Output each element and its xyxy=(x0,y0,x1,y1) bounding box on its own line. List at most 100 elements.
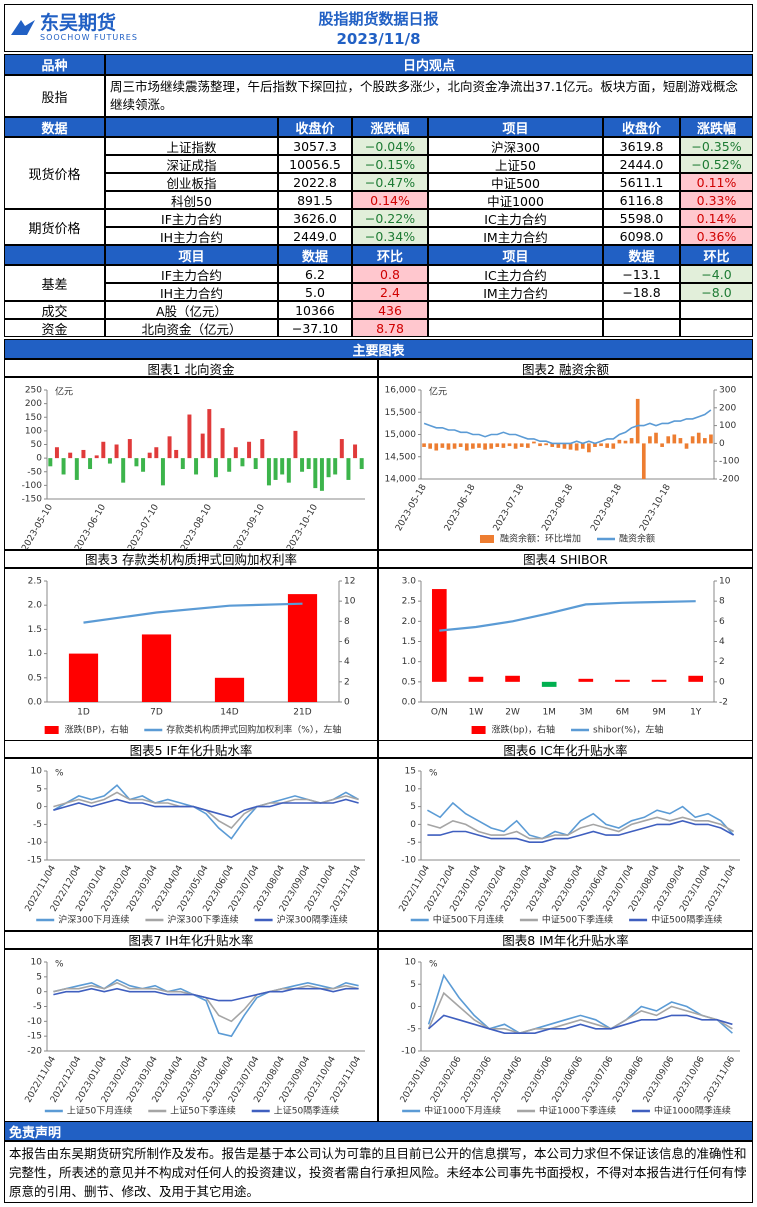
line xyxy=(427,801,735,840)
x-tick-label: 21D xyxy=(293,707,311,717)
x-tick-label: 2023/01/06 xyxy=(399,1054,434,1104)
y-tick-label: 0 xyxy=(36,987,42,997)
y-tick-label: 0 xyxy=(36,454,42,464)
item-name: IM主力合约 xyxy=(428,283,603,301)
item-value: 2.4 xyxy=(352,283,428,301)
y-tick-label: 15 xyxy=(405,767,416,777)
bar xyxy=(615,679,630,682)
y-tick-label: 10 xyxy=(31,767,43,777)
item-name: IH主力合约 xyxy=(105,283,278,301)
y-tick-label: -2 xyxy=(719,697,728,707)
bar xyxy=(428,443,432,449)
bar xyxy=(48,458,53,467)
y-tick-label: 14,000 xyxy=(385,475,417,485)
group-label: 现货价格 xyxy=(4,137,105,209)
report-date: 2023/11/8 xyxy=(336,30,421,48)
y-tick-label: 0 xyxy=(410,1002,416,1012)
bar xyxy=(353,444,358,459)
bar xyxy=(446,443,451,450)
bar xyxy=(471,443,475,449)
y-tick-label: -15 xyxy=(27,856,42,866)
header-cell: 数据 xyxy=(4,117,105,137)
x-tick-label: 3M xyxy=(579,707,593,717)
item-value: 8.78 xyxy=(352,319,428,337)
x-tick-label: 2023/07/06 xyxy=(581,1054,616,1104)
y-tick-label: -20 xyxy=(27,1046,42,1056)
legend-swatch xyxy=(44,725,59,734)
y-unit: % xyxy=(55,959,64,969)
x-tick-label: O/N xyxy=(431,707,448,717)
bar xyxy=(141,633,172,702)
bar xyxy=(599,443,603,447)
bar xyxy=(688,675,704,682)
chart-title: 图表7 IH年化升贴水率 xyxy=(4,930,378,949)
chart-title: 图表8 IM年化升贴水率 xyxy=(378,930,753,949)
bar xyxy=(532,441,536,444)
item-name: 中证1000 xyxy=(428,191,603,209)
view-label: 股指 xyxy=(4,75,105,117)
y-tick-label: 8 xyxy=(344,616,350,626)
y-tick-label: 10 xyxy=(405,784,417,794)
item-value: −37.10 xyxy=(278,319,352,337)
legend-swatch xyxy=(479,535,494,543)
item-name: IH主力合约 xyxy=(105,227,278,245)
bar xyxy=(260,439,265,459)
x-tick-label: 14D xyxy=(220,707,238,717)
item-value: −0.15% xyxy=(352,155,428,173)
x-tick-label: 2023-05-10 xyxy=(20,503,55,549)
bar xyxy=(339,439,344,459)
legend-label: 存款类机构质押式回购加权利率（%），左轴 xyxy=(166,723,341,735)
bar xyxy=(580,443,585,449)
bar xyxy=(266,458,271,486)
y-tick-label: 0.5 xyxy=(28,673,42,683)
line xyxy=(427,973,733,1034)
y-tick-label: -10 xyxy=(401,856,416,866)
bar xyxy=(605,443,610,448)
bar xyxy=(458,443,463,447)
line xyxy=(427,991,733,1034)
y-tick-label: -200 xyxy=(719,475,740,485)
report-title: 股指期货数据日报 xyxy=(318,10,439,28)
item-value: −0.04% xyxy=(352,137,428,155)
chart-cell: -150 -100 -50 0 50 100 150 200 250 亿元 2023-05-10 20… xyxy=(4,377,378,550)
header-cell: 收盘价 xyxy=(278,117,352,137)
bar xyxy=(174,449,179,459)
x-tick-label: 2023/09/06 xyxy=(642,1054,677,1104)
bar xyxy=(180,458,185,470)
chart-title: 图表5 IF年化升贴水率 xyxy=(4,740,378,758)
bar xyxy=(280,458,285,475)
x-tick-label: 9M xyxy=(652,707,666,717)
bar xyxy=(306,458,311,470)
chart-cell: -15 -10 -5 0 5 10% 2022/11/04 2022/12/04 2023/01… xyxy=(4,758,378,931)
item-name: 上证50 xyxy=(428,155,603,173)
line xyxy=(428,1014,733,1034)
bar xyxy=(507,443,512,447)
item-value: −0.34% xyxy=(352,227,428,245)
item-name: IF主力合约 xyxy=(105,209,278,227)
bar xyxy=(501,443,506,448)
title-block: 股指期货数据日报 2023/11/8 xyxy=(5,9,752,49)
y-tick-label: 12 xyxy=(344,576,355,586)
bar xyxy=(666,436,671,444)
y-tick-label: 0.0 xyxy=(402,697,417,707)
item-value: −0.47% xyxy=(352,173,428,191)
item-name: 北向资金（亿元） xyxy=(105,319,278,337)
bar xyxy=(54,447,59,459)
bar xyxy=(574,443,579,451)
bar xyxy=(440,443,445,448)
bar xyxy=(293,430,298,459)
bar xyxy=(227,458,232,472)
legend-label: 沪深300下月连续 xyxy=(58,914,129,926)
bar xyxy=(74,458,79,480)
bar xyxy=(61,458,66,475)
bar xyxy=(593,443,597,447)
y-tick-label: -5 xyxy=(33,1002,42,1012)
bar xyxy=(587,443,591,453)
x-tick-label: 2023-10-10 xyxy=(285,503,320,549)
y-tick-label: 5 xyxy=(410,802,416,812)
legend-label: 中证1000下季连续 xyxy=(539,1104,616,1116)
bar xyxy=(654,432,658,444)
legend-label: 融资余额 xyxy=(619,533,655,545)
item-value: 5.0 xyxy=(278,283,352,301)
x-tick-label: 1D xyxy=(77,707,90,717)
